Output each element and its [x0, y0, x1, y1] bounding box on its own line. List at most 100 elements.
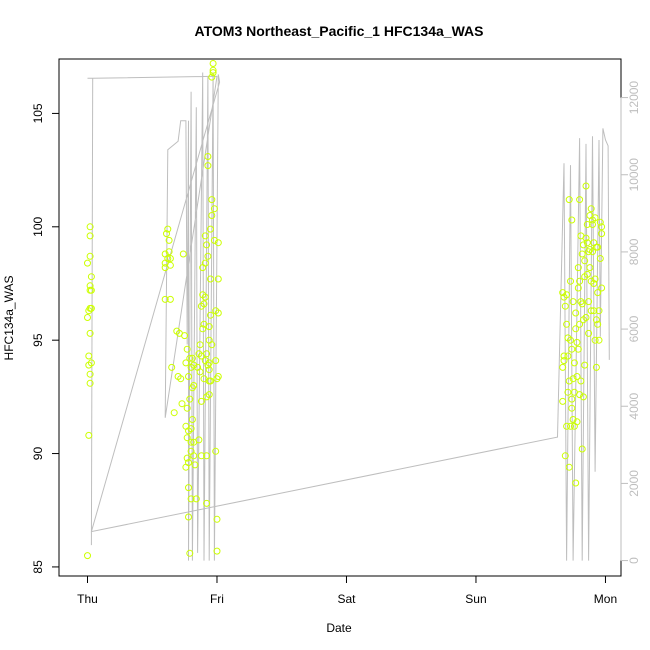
data-point [559, 289, 567, 297]
data-point [563, 320, 571, 328]
chart-title: ATOM3 Northeast_Pacific_1 HFC134a_WAS [195, 23, 484, 39]
x-axis-label: Date [326, 621, 352, 635]
y-tick-label: 90 [31, 447, 45, 461]
data-point [207, 377, 214, 385]
data-point [570, 359, 578, 367]
data-point [195, 436, 203, 444]
data-point [186, 549, 194, 557]
data-point [182, 359, 190, 367]
data-point [208, 196, 216, 204]
data-point [192, 495, 200, 503]
data-point [166, 295, 174, 303]
data-point [579, 241, 587, 249]
data-point [187, 495, 195, 503]
data-point [214, 239, 222, 247]
data-point [187, 438, 195, 446]
data-point [576, 320, 584, 328]
data-point [188, 354, 196, 362]
data-point [84, 552, 91, 560]
data-point [181, 332, 189, 340]
data-point [561, 452, 569, 460]
data-point [199, 325, 207, 333]
data-point [203, 499, 211, 507]
data-point [213, 547, 221, 555]
data-point [209, 60, 217, 67]
data-point [212, 447, 220, 455]
data-point [582, 182, 590, 190]
data-point [203, 452, 211, 460]
data-point [564, 352, 572, 360]
y-axis-label: HFC134a_WAS [2, 276, 16, 361]
data-point [572, 479, 580, 487]
data-point [86, 252, 94, 260]
data-point [559, 363, 567, 371]
data-point [86, 379, 94, 387]
data-point [86, 370, 94, 378]
data-point [208, 212, 216, 219]
data-point [576, 277, 584, 285]
data-point [200, 300, 208, 308]
data-point [165, 236, 173, 244]
data-point [565, 377, 573, 385]
data-point [212, 357, 220, 365]
data-point [589, 248, 596, 256]
data-point [188, 416, 196, 423]
data-point [567, 277, 574, 285]
data-point [577, 377, 585, 385]
y-tick-label: 100 [31, 216, 45, 236]
data-point [589, 221, 596, 228]
y2-tick-label: 4000 [627, 393, 641, 420]
data-point [573, 373, 581, 380]
data-point [204, 252, 212, 260]
data-point [579, 393, 587, 401]
data-point [591, 214, 599, 222]
data-point [178, 400, 186, 408]
data-point [186, 354, 194, 362]
y-tick-label: 105 [31, 103, 45, 123]
data-point [86, 282, 94, 290]
x-tick-label: Fri [210, 592, 224, 606]
data-point [569, 298, 577, 306]
data-point [208, 73, 216, 81]
y-tick-label: 95 [31, 333, 45, 347]
data-point [596, 218, 604, 226]
data-point [567, 422, 574, 430]
data-point [595, 336, 603, 344]
data-point [87, 359, 95, 367]
data-point [197, 452, 205, 460]
data-point [573, 338, 581, 346]
data-point [170, 409, 178, 417]
data-point [587, 307, 595, 315]
data-point [598, 230, 606, 238]
data-point [592, 363, 600, 371]
y2-tick-label: 10000 [627, 158, 641, 192]
y-tick-label: 85 [31, 560, 45, 574]
line-series [87, 72, 610, 561]
data-point [594, 289, 602, 297]
data-point [578, 300, 586, 308]
data-point [572, 309, 580, 317]
data-point [568, 395, 576, 403]
data-point [569, 375, 577, 383]
data-point [583, 221, 591, 228]
y2-tick-label: 12000 [627, 81, 641, 115]
data-point [210, 236, 218, 244]
y2-tick-label: 2000 [627, 470, 641, 497]
data-point [177, 375, 185, 383]
x-tick-label: Sat [337, 592, 356, 606]
data-point [572, 325, 580, 333]
data-point [87, 273, 95, 281]
data-point [168, 363, 176, 371]
data-point [203, 241, 211, 249]
data-point [185, 484, 192, 492]
data-point [164, 225, 172, 233]
data-point [203, 350, 211, 358]
data-point [205, 323, 213, 331]
y-axis-right: 0 2000 4000 6000 8000 10000 12000 [620, 81, 641, 564]
data-point [191, 461, 199, 469]
data-point [84, 259, 91, 267]
data-point [205, 391, 213, 399]
data-point [166, 255, 174, 262]
data-point [578, 445, 586, 453]
